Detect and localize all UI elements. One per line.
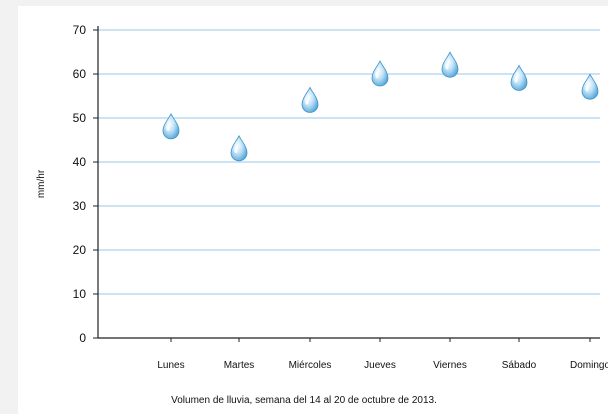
y-tick-label: 70 xyxy=(73,23,87,37)
y-tick-label: 0 xyxy=(79,331,86,345)
drop-shape xyxy=(162,112,180,140)
y-axis-title: mm/hr xyxy=(36,169,47,198)
gridlines xyxy=(98,29,600,295)
y-tick-label: 10 xyxy=(73,287,87,301)
y-tick-label: 60 xyxy=(73,67,87,81)
drop-highlight xyxy=(514,76,518,83)
tick-labels: 0 10 20 30 40 50 60 70 mm/hr Lunes Martes Miércoles… xyxy=(36,23,608,371)
y-tick-label: 50 xyxy=(73,111,87,125)
drop-highlight xyxy=(305,98,309,105)
x-tick-label: Sábado xyxy=(502,360,537,371)
data-point-drop xyxy=(441,51,459,78)
drop-shape xyxy=(581,73,599,100)
drop-highlight xyxy=(234,146,238,153)
y-tick-label: 30 xyxy=(73,199,87,213)
data-point-drop xyxy=(162,112,180,140)
x-tick-label: Domingo xyxy=(570,360,608,371)
data-point-drop xyxy=(371,60,389,87)
drop-shape xyxy=(441,51,459,78)
data-point-drop xyxy=(230,134,248,162)
drop-highlight xyxy=(375,71,379,79)
y-tick-label: 20 xyxy=(73,243,87,257)
drop-shape xyxy=(371,60,389,87)
drop-shape xyxy=(301,86,319,113)
drop-highlight xyxy=(166,124,170,131)
x-tick-label: Viernes xyxy=(433,360,467,371)
data-points xyxy=(162,51,599,162)
x-tick-label: Jueves xyxy=(364,360,396,371)
drop-highlight xyxy=(585,85,589,92)
y-tick-label: 40 xyxy=(73,155,87,169)
axes xyxy=(93,26,600,342)
drop-shape xyxy=(510,64,528,91)
drop-highlight xyxy=(445,62,449,70)
x-tick-label: Martes xyxy=(224,360,255,371)
data-point-drop xyxy=(581,73,599,100)
chart-caption: Volumen de lluvia, semana del 14 al 20 d… xyxy=(171,395,437,406)
x-tick-label: Lunes xyxy=(157,360,184,371)
drop-shape xyxy=(230,134,248,162)
data-point-drop xyxy=(301,86,319,113)
data-point-drop xyxy=(510,64,528,91)
x-tick-label: Miércoles xyxy=(289,360,332,371)
